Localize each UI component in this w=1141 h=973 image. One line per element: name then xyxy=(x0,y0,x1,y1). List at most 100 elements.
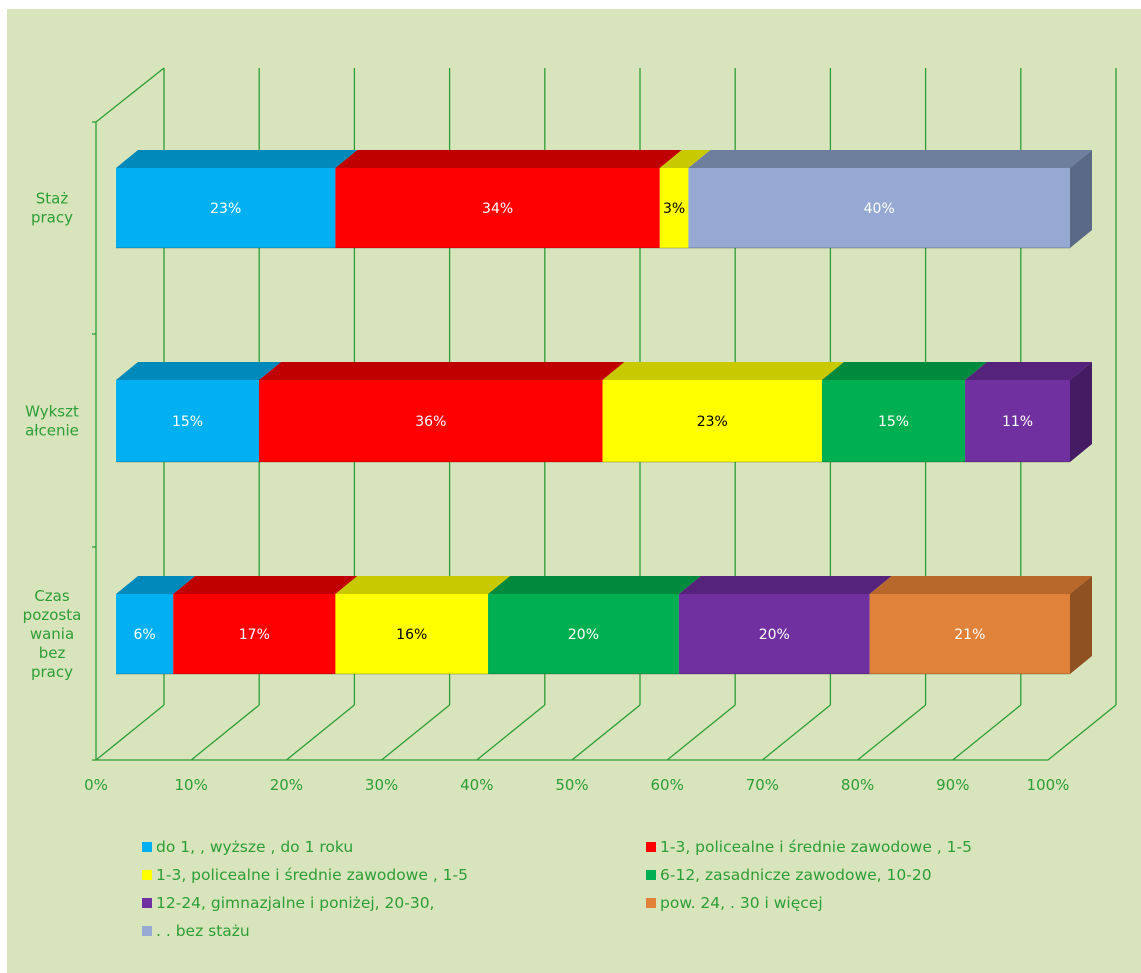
bar-segment xyxy=(335,594,489,674)
data-label: 17% xyxy=(239,627,270,643)
category-label: Czas xyxy=(34,587,70,605)
data-label: 3% xyxy=(663,201,685,217)
bar-segment-top xyxy=(965,362,1092,380)
bar-segment-side xyxy=(1070,576,1092,674)
bar-segment xyxy=(678,594,870,674)
floor-gridline xyxy=(285,704,355,761)
x-tick-label: 60% xyxy=(651,776,684,794)
bar-segment xyxy=(659,168,689,248)
bar-segment xyxy=(602,380,822,462)
legend-item: . . bez stażu xyxy=(142,922,250,940)
legend-swatch xyxy=(646,898,656,908)
bar-segment-top xyxy=(116,362,282,380)
floor-gridline xyxy=(190,704,260,761)
data-label: 23% xyxy=(697,414,728,430)
legend-label: 12-24, gimnazjalne i poniżej, 20-30, xyxy=(156,894,435,912)
category-label: Wykszt xyxy=(25,403,79,421)
x-tick-label: 40% xyxy=(460,776,493,794)
category-label: pracy xyxy=(31,209,73,227)
floor-gridline xyxy=(857,704,927,761)
bar-segment-top xyxy=(821,362,988,380)
bar-segment-top xyxy=(259,362,625,380)
bars xyxy=(116,150,1092,675)
bar-segment xyxy=(259,380,603,462)
floor-gridline xyxy=(1047,704,1117,761)
legend-item: do 1, , wyższe , do 1 roku xyxy=(142,838,353,856)
data-label: 20% xyxy=(568,627,599,643)
x-tick-label: 80% xyxy=(841,776,874,794)
bar-segment-top xyxy=(678,576,892,594)
x-tick-label: 70% xyxy=(746,776,779,794)
data-label: 15% xyxy=(878,414,909,430)
bar-segment-top xyxy=(659,150,711,168)
legend-label: do 1, , wyższe , do 1 roku xyxy=(156,838,354,856)
x-tick-label: 100% xyxy=(1027,776,1070,794)
bar-segment-top xyxy=(869,576,1092,594)
data-label: 40% xyxy=(864,201,895,217)
category-label: pozosta xyxy=(23,606,82,624)
bar-segment-top xyxy=(602,362,844,380)
bar-segment xyxy=(335,168,660,248)
floor-gridline xyxy=(571,704,641,761)
bar-segment xyxy=(488,594,679,674)
legend-item: 6-12, zasadnicze zawodowe, 10-20 xyxy=(646,866,932,884)
bar-segment xyxy=(965,380,1070,462)
data-label: 34% xyxy=(482,201,513,217)
bar-segment xyxy=(869,594,1070,674)
bar-segment-top xyxy=(335,576,511,594)
bar-segment-side xyxy=(1070,150,1092,248)
bar-segment-top xyxy=(335,150,682,168)
legend-swatch xyxy=(646,842,656,852)
bar-segment-side xyxy=(1070,362,1092,462)
legend-item: 1-3, policealne i średnie zawodowe , 1-5 xyxy=(142,866,468,884)
data-label: 21% xyxy=(954,627,985,643)
bar-segment-top xyxy=(116,150,358,168)
floor-gridline xyxy=(95,704,165,761)
x-tick-label: 0% xyxy=(84,776,108,794)
bar-segment-top xyxy=(688,150,1092,168)
legend-swatch xyxy=(646,870,656,880)
bar-segment xyxy=(116,168,336,248)
labels: 0% 10% 20% 30% 40% 50% 60% 70% 80% 90% 100% Stażpra… xyxy=(23,190,1070,795)
bar-segment xyxy=(116,594,174,674)
category-label: bez xyxy=(39,644,66,662)
x-tick-label: 50% xyxy=(555,776,588,794)
axes xyxy=(92,67,1048,761)
legend-swatch xyxy=(142,842,152,852)
legend-label: 6-12, zasadnicze zawodowe, 10-20 xyxy=(660,866,932,884)
x-tick-label: 20% xyxy=(270,776,303,794)
bar-segment xyxy=(821,380,966,462)
category-label: Staż xyxy=(36,190,69,208)
bar-segment-top xyxy=(488,576,701,594)
category-label: wania xyxy=(30,625,74,643)
data-label: 36% xyxy=(415,414,446,430)
legend-swatch xyxy=(142,926,152,936)
x-tick-label: 90% xyxy=(936,776,969,794)
legend-item: 1-3, policealne i średnie zawodowe , 1-5 xyxy=(646,838,972,856)
bar-segment xyxy=(116,380,260,462)
bar-segment xyxy=(688,168,1070,248)
legend-label: pow. 24, . 30 i więcej xyxy=(660,894,823,912)
floor-gridline xyxy=(381,704,451,761)
floor-gridline xyxy=(666,704,736,761)
legend-swatch xyxy=(142,898,152,908)
data-label: 16% xyxy=(396,627,427,643)
floor-gridline xyxy=(761,704,831,761)
bar-segment-top xyxy=(116,576,196,594)
data-label: 6% xyxy=(134,627,156,643)
legend-item: 12-24, gimnazjalne i poniżej, 20-30, xyxy=(142,894,434,912)
x-tick-label: 30% xyxy=(365,776,398,794)
legend-swatch xyxy=(142,870,152,880)
category-label: ałcenie xyxy=(25,422,79,440)
floor-gridline xyxy=(952,704,1022,761)
data-label: 23% xyxy=(210,201,241,217)
bar-segment-top xyxy=(173,576,358,594)
legend-label: . . bez stażu xyxy=(156,922,250,940)
side-wall-top xyxy=(95,67,165,123)
data-label: 20% xyxy=(759,627,790,643)
data-label: 15% xyxy=(172,414,203,430)
legend-label: 1-3, policealne i średnie zawodowe , 1-5 xyxy=(156,866,468,884)
x-tick-label: 10% xyxy=(175,776,208,794)
bar-segment xyxy=(173,594,336,674)
